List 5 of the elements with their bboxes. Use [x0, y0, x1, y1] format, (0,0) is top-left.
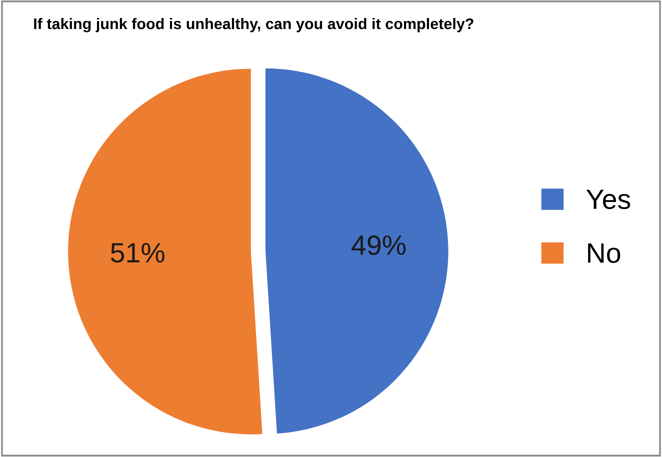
data-label: 51%: [110, 243, 164, 263]
chart-title: If taking junk food is unhealthy, can you avoid it completely?: [34, 18, 474, 32]
legend-label: No: [588, 244, 620, 263]
legend-label: Yes: [586, 190, 630, 210]
data-label: 49%: [352, 235, 406, 256]
